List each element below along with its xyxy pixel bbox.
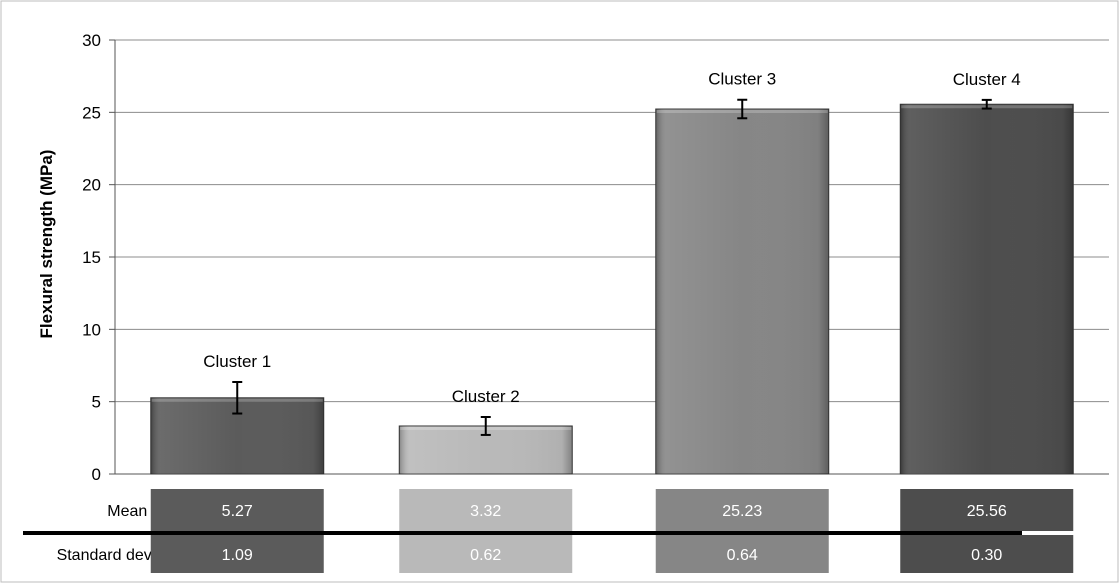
std-value: 0.62 bbox=[470, 547, 501, 564]
y-tick-label: 30 bbox=[82, 31, 101, 50]
y-tick-label: 10 bbox=[82, 320, 101, 339]
category-label: Cluster 3 bbox=[708, 70, 776, 89]
y-tick-label: 5 bbox=[92, 393, 101, 412]
mean-value: 5.27 bbox=[222, 503, 253, 520]
bars bbox=[150, 98, 1074, 475]
table-cell bbox=[399, 489, 573, 531]
error-bar bbox=[232, 380, 243, 415]
table-cell bbox=[900, 535, 1074, 573]
error-bar bbox=[737, 98, 748, 120]
mean-value: 3.32 bbox=[470, 503, 501, 520]
category-label: Cluster 2 bbox=[452, 387, 520, 406]
std-value: 0.64 bbox=[727, 547, 758, 564]
y-tick-label: 20 bbox=[82, 176, 101, 195]
bar-shading bbox=[900, 104, 1074, 475]
error-bar bbox=[480, 416, 491, 436]
table-cell bbox=[150, 489, 324, 531]
y-axis-label: Flexural strength (MPa) bbox=[37, 150, 56, 339]
y-tick-label: 25 bbox=[82, 103, 101, 122]
bar-shading bbox=[655, 109, 829, 475]
mean-value: 25.56 bbox=[967, 503, 1007, 520]
error-bar bbox=[981, 98, 992, 110]
category-label: Cluster 4 bbox=[953, 70, 1021, 89]
bar-labels: Cluster 1 Cluster 2 Cluster 3 Cluster 4 bbox=[203, 70, 1021, 406]
category-label: Cluster 1 bbox=[203, 352, 271, 371]
table-cell bbox=[150, 535, 324, 573]
std-value: 0.30 bbox=[971, 547, 1002, 564]
mean-value: 25.23 bbox=[722, 503, 762, 520]
y-tick-label: 15 bbox=[82, 248, 101, 267]
table-cell bbox=[655, 489, 829, 531]
y-tick-label: 0 bbox=[92, 465, 101, 484]
table-cell bbox=[655, 535, 829, 573]
table-cell bbox=[900, 489, 1074, 531]
table-cell bbox=[399, 535, 573, 573]
std-value: 1.09 bbox=[222, 547, 253, 564]
